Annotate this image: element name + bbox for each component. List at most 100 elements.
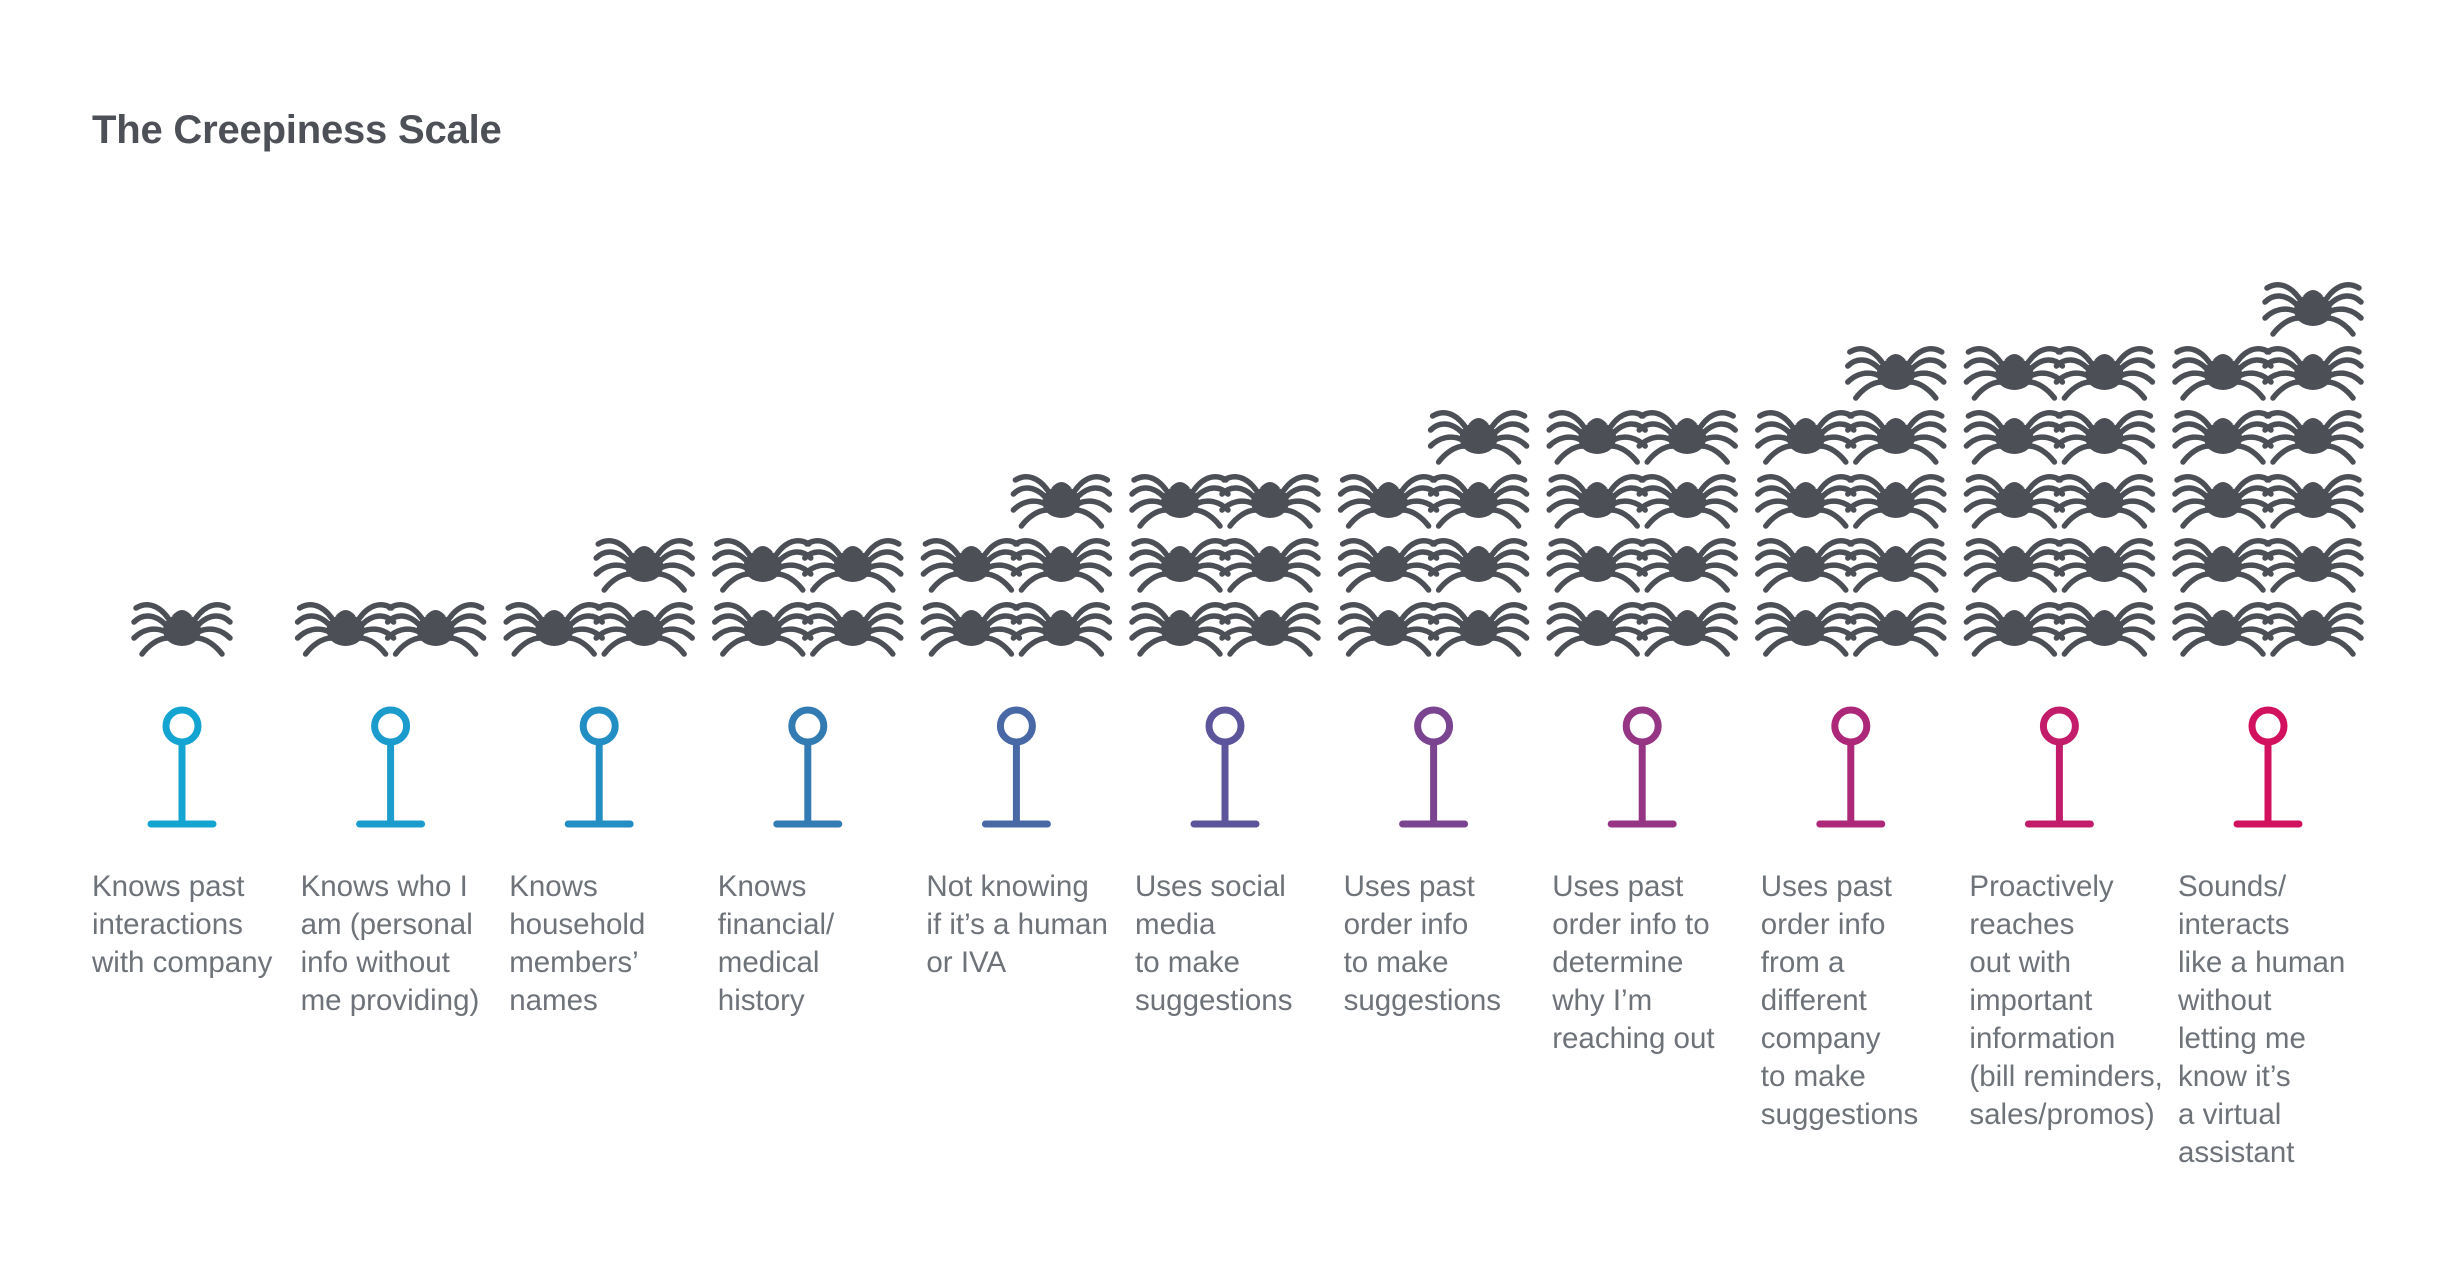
spider-icon bbox=[2175, 349, 2271, 398]
marker-circle bbox=[2248, 706, 2288, 746]
spider-icon bbox=[2056, 477, 2152, 526]
stage-marker bbox=[1607, 706, 1677, 828]
spider-icon bbox=[506, 605, 602, 654]
marker-circle bbox=[1622, 706, 1662, 746]
spider-icon bbox=[1222, 605, 1318, 654]
stage-marker bbox=[2024, 706, 2094, 828]
stage-marker bbox=[564, 706, 634, 828]
spider-icon bbox=[805, 541, 901, 590]
spider-icon bbox=[1013, 477, 1109, 526]
stage-label: Knows household members’ names bbox=[509, 870, 646, 1017]
spider-icon bbox=[1848, 349, 1944, 398]
spider-icon bbox=[1341, 605, 1437, 654]
spider-icon bbox=[805, 605, 901, 654]
spider-icon bbox=[1341, 541, 1437, 590]
spider-icon bbox=[1431, 541, 1527, 590]
spider-icon bbox=[2175, 477, 2271, 526]
spider-icon bbox=[1639, 541, 1735, 590]
spider-icon bbox=[1758, 541, 1854, 590]
stage-marker bbox=[1190, 706, 1260, 828]
spider-icon bbox=[1966, 605, 2062, 654]
spider-icon bbox=[2265, 477, 2361, 526]
spider-icon bbox=[715, 541, 811, 590]
spider-icons-layer bbox=[134, 285, 2361, 654]
marker-circle bbox=[1831, 706, 1871, 746]
stage-marker bbox=[147, 706, 217, 828]
spider-icon bbox=[134, 605, 230, 654]
marker-circle bbox=[788, 706, 828, 746]
spider-icon bbox=[2265, 413, 2361, 462]
marker-circle bbox=[996, 706, 1036, 746]
spider-icon bbox=[1431, 413, 1527, 462]
spider-icon bbox=[2056, 349, 2152, 398]
stage-marker bbox=[1399, 706, 1469, 828]
spider-icon bbox=[1549, 413, 1645, 462]
stage-marker bbox=[981, 706, 1051, 828]
stage-marker bbox=[773, 706, 843, 828]
spider-icon bbox=[1639, 477, 1735, 526]
stage-label: Knows financial/ medical history bbox=[717, 870, 835, 1017]
stage-marker bbox=[1816, 706, 1886, 828]
spider-icon bbox=[1013, 605, 1109, 654]
spider-icon bbox=[923, 605, 1019, 654]
spider-icon bbox=[1966, 349, 2062, 398]
spider-icon bbox=[1758, 413, 1854, 462]
stage-label: Uses past order info from a different co… bbox=[1760, 870, 1919, 1131]
spider-icon bbox=[1639, 605, 1735, 654]
spider-icon bbox=[1132, 541, 1228, 590]
spider-icon bbox=[1966, 477, 2062, 526]
stage-label: Uses social media to make suggestions bbox=[1135, 870, 1293, 1017]
spider-icon bbox=[2175, 605, 2271, 654]
spider-icon bbox=[1341, 477, 1437, 526]
spider-icon bbox=[2265, 285, 2361, 334]
spider-icon bbox=[1132, 605, 1228, 654]
diagram-title: The Creepiness Scale bbox=[92, 108, 502, 152]
spider-icon bbox=[715, 605, 811, 654]
marker-circle bbox=[2039, 706, 2079, 746]
spider-icon bbox=[1549, 605, 1645, 654]
stage-label: Knows past interactions with company bbox=[92, 870, 273, 979]
spider-icon bbox=[388, 605, 484, 654]
spider-icon bbox=[1758, 477, 1854, 526]
spider-icon bbox=[1848, 477, 1944, 526]
spider-icon bbox=[1848, 605, 1944, 654]
stage-label: Knows who I am (personal info without me… bbox=[300, 870, 480, 1017]
spider-icon bbox=[1132, 477, 1228, 526]
stage-marker bbox=[2233, 706, 2303, 828]
spider-icon bbox=[1758, 605, 1854, 654]
spider-icon bbox=[2056, 541, 2152, 590]
marker-circle bbox=[162, 706, 202, 746]
stage-marker bbox=[356, 706, 426, 828]
stage-label: Uses past order info to determine why I’… bbox=[1552, 870, 1715, 1055]
spider-icon bbox=[2056, 605, 2152, 654]
spider-icon bbox=[1848, 541, 1944, 590]
spider-icon bbox=[1222, 541, 1318, 590]
marker-circle bbox=[1414, 706, 1454, 746]
spider-icon bbox=[1013, 541, 1109, 590]
marker-circle bbox=[371, 706, 411, 746]
spider-icon bbox=[596, 605, 692, 654]
spider-icon bbox=[1966, 541, 2062, 590]
marker-circle bbox=[1205, 706, 1245, 746]
spider-icon bbox=[2175, 413, 2271, 462]
stage-label: Proactively reaches out with important i… bbox=[1969, 870, 2163, 1131]
marker-circle bbox=[579, 706, 619, 746]
stage-label: Not knowing if it’s a human or IVA bbox=[926, 870, 1108, 979]
stage-markers-layer bbox=[147, 706, 2303, 828]
spider-icon bbox=[1848, 413, 1944, 462]
spider-icon bbox=[1966, 413, 2062, 462]
spider-icon bbox=[1639, 413, 1735, 462]
spider-icon bbox=[2265, 605, 2361, 654]
spider-icon bbox=[596, 541, 692, 590]
spider-icon bbox=[2056, 413, 2152, 462]
stage-label: Sounds/ interacts like a human without l… bbox=[2178, 870, 2346, 1169]
spider-icon bbox=[1431, 605, 1527, 654]
spider-icon bbox=[2175, 541, 2271, 590]
spider-icon bbox=[298, 605, 394, 654]
spider-icon bbox=[2265, 349, 2361, 398]
spider-icon bbox=[1431, 477, 1527, 526]
stage-label: Uses past order info to make suggestions bbox=[1343, 870, 1502, 1017]
spider-icon bbox=[923, 541, 1019, 590]
spider-icon bbox=[1222, 477, 1318, 526]
